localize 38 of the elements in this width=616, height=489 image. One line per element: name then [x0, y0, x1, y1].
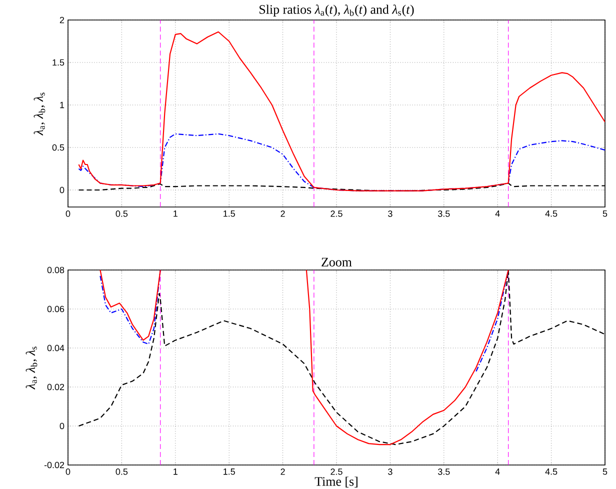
x-tick-label: 2 — [280, 468, 285, 475]
x-axis-title: Time [s] — [314, 476, 358, 488]
y-tick-label: 1.5 — [52, 59, 64, 66]
x-tick-label: 3.5 — [438, 210, 450, 217]
x-tick-label: 0.5 — [116, 468, 128, 475]
x-tick-label: 0 — [66, 210, 70, 217]
y-tick-label: 1 — [60, 102, 64, 108]
x-tick-label: 1 — [174, 468, 178, 475]
x-tick-label: 4 — [495, 468, 500, 475]
x-tick-label: 4 — [495, 210, 500, 217]
y-tick-label: 0.08 — [47, 266, 64, 274]
y-tick-label: 0.04 — [47, 344, 64, 352]
y-tick-label: -0.02 — [44, 462, 64, 468]
y-tick-label: 0 — [60, 422, 64, 430]
x-tick-label: 5 — [602, 468, 608, 475]
chart-title: Slip ratios λ$_{a}$(t), λ$_{b}$(t) and λ$_{s}$(t) — [260, 4, 414, 16]
x-tick-label: 2 — [280, 210, 285, 217]
y-axis-title: λ$_{a}$, λ$_{b}$, λ$_{s}$ — [26, 346, 38, 390]
x-tick-label: 4.5 — [545, 210, 558, 217]
chart-title: Zoom — [322, 258, 352, 266]
x-tick-label: 5 — [602, 210, 608, 217]
x-tick-label: 1.5 — [224, 210, 235, 217]
y-tick-label: 0.5 — [52, 144, 64, 151]
x-tick-label: 2.5 — [330, 468, 342, 475]
y-tick-label: 0 — [60, 186, 64, 194]
x-tick-label: 3 — [388, 210, 392, 217]
x-tick-label: 0 — [66, 468, 70, 475]
x-tick-label: 2.5 — [330, 210, 342, 217]
y-tick-label: 0.06 — [47, 306, 64, 312]
x-tick-label: 3 — [388, 468, 392, 475]
x-tick-label: 0.5 — [116, 210, 128, 217]
y-tick-label: 2 — [60, 16, 64, 24]
y-tick-label: 0.02 — [47, 384, 64, 390]
x-tick-label: 1 — [174, 210, 178, 217]
y-axis-title: λ$_{a}$, λ$_{b}$, λ$_{s}$ — [34, 92, 46, 136]
x-tick-label: 4.5 — [545, 468, 558, 475]
x-tick-label: 1.5 — [224, 468, 235, 475]
x-tick-label: 3.5 — [438, 468, 450, 475]
